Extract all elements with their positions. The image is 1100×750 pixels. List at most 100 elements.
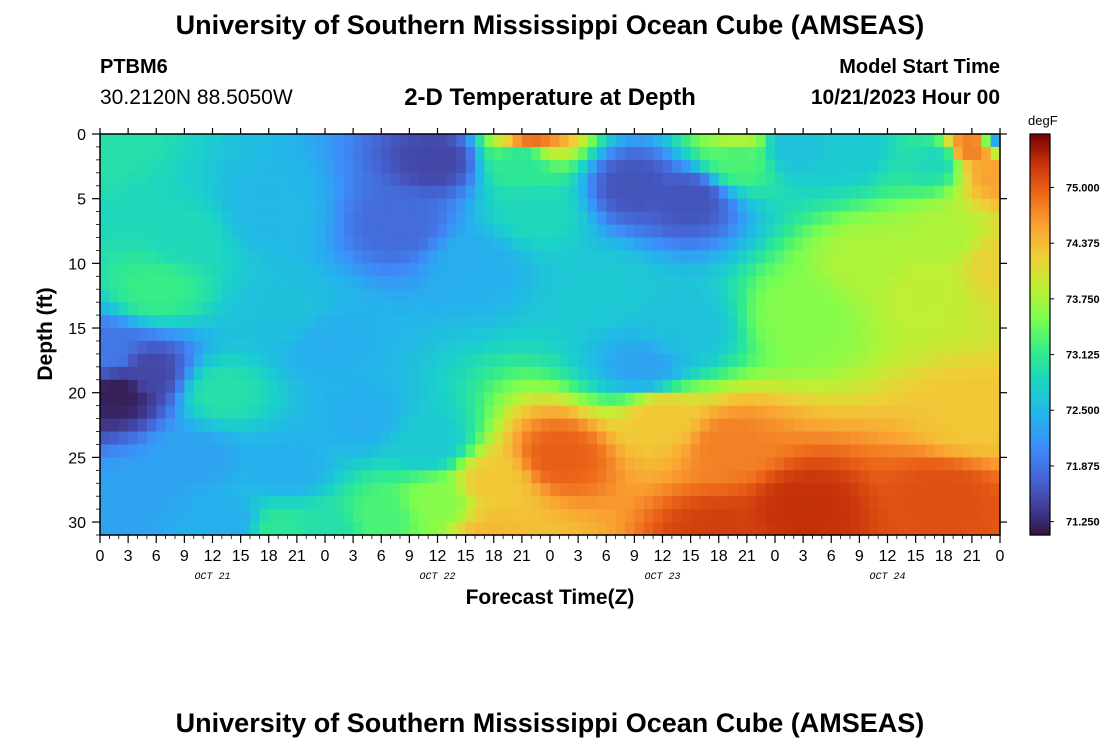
heatmap-cell — [803, 496, 814, 510]
heatmap-cell — [925, 340, 935, 355]
heatmap-cell — [915, 250, 926, 264]
heatmap-cell — [784, 185, 795, 200]
heatmap-cell — [859, 496, 870, 510]
heatmap-cell — [287, 250, 298, 264]
heatmap-cell — [962, 224, 973, 239]
heatmap-cell — [784, 431, 795, 446]
heatmap-cell — [803, 302, 814, 316]
heatmap-cell — [550, 302, 560, 316]
heatmap-cell — [971, 237, 982, 252]
heatmap-cell — [615, 185, 626, 200]
heatmap-cell — [596, 379, 607, 394]
heatmap-cell — [765, 496, 776, 510]
heatmap-cell — [109, 211, 120, 226]
heatmap-cell — [512, 328, 523, 342]
heatmap-cell — [981, 457, 992, 471]
heatmap-cell — [296, 522, 307, 536]
heatmap-cell — [878, 366, 889, 381]
heatmap-cell — [156, 392, 167, 407]
heatmap-cell — [671, 276, 682, 290]
heatmap-cell — [559, 224, 570, 239]
heatmap-cell — [390, 418, 401, 433]
heatmap-cell — [596, 302, 607, 316]
heatmap-cell — [437, 366, 448, 381]
heatmap-cell — [503, 470, 514, 484]
heatmap-cell — [690, 250, 701, 264]
heatmap-cell — [315, 431, 326, 446]
heatmap-cell — [221, 340, 232, 355]
heatmap-cell — [953, 146, 964, 161]
heatmap-cell — [193, 496, 204, 510]
heatmap-cell — [578, 405, 589, 420]
heatmap-cell — [409, 237, 420, 252]
heatmap-cell — [465, 379, 476, 394]
heatmap-cell — [268, 263, 279, 277]
heatmap-cell — [493, 250, 504, 264]
colorbar-segment — [1030, 387, 1050, 392]
heatmap-cell — [550, 211, 560, 226]
heatmap-cell — [681, 353, 692, 368]
heatmap-cell — [756, 211, 767, 226]
x-tick-label: 15 — [457, 548, 475, 565]
heatmap-cell — [878, 146, 889, 161]
heatmap-cell — [606, 340, 617, 355]
heatmap-cell — [775, 315, 785, 329]
heatmap-cell — [915, 315, 926, 329]
colorbar-segment — [1030, 397, 1050, 402]
heatmap-cell — [428, 509, 439, 523]
heatmap-cell — [446, 250, 457, 264]
heatmap-cell — [578, 392, 589, 407]
heatmap-cell — [906, 366, 917, 381]
heatmap-cell — [325, 263, 335, 277]
heatmap-cell — [568, 379, 579, 394]
heatmap-cell — [521, 224, 532, 239]
heatmap-cell — [165, 366, 176, 381]
heatmap-cell — [221, 302, 232, 316]
heatmap-cell — [156, 457, 167, 471]
heatmap-cell — [718, 198, 729, 213]
heatmap-cell — [831, 134, 842, 148]
heatmap-cell — [896, 289, 907, 303]
heatmap-cell — [925, 470, 935, 484]
heatmap-cell — [484, 237, 495, 252]
heatmap-cell — [906, 302, 917, 316]
heatmap-cell — [343, 198, 354, 213]
heatmap-cell — [578, 146, 589, 161]
heatmap-cell — [137, 496, 148, 510]
heatmap-cell — [381, 470, 392, 484]
heatmap-cell — [671, 146, 682, 161]
heatmap-cell — [681, 392, 692, 407]
heatmap-cell — [615, 146, 626, 161]
heatmap-cell — [484, 302, 495, 316]
heatmap-cell — [465, 418, 476, 433]
heatmap-cell — [568, 509, 579, 523]
heatmap-cell — [878, 392, 889, 407]
heatmap-cell — [550, 263, 560, 277]
heatmap-cell — [559, 198, 570, 213]
heatmap-cell — [550, 457, 560, 471]
heatmap-cell — [390, 237, 401, 252]
heatmap-cell — [700, 276, 710, 290]
heatmap-cell — [803, 444, 814, 458]
heatmap-cell — [296, 496, 307, 510]
heatmap-cell — [418, 366, 429, 381]
heatmap-cell — [943, 302, 954, 316]
heatmap-cell — [606, 431, 617, 446]
heatmap-cell — [175, 418, 185, 433]
heatmap-cell — [175, 509, 185, 523]
heatmap-cell — [962, 392, 973, 407]
heatmap-cell — [137, 172, 148, 187]
heatmap-cell — [550, 134, 560, 148]
heatmap-cell — [784, 418, 795, 433]
heatmap-cell — [250, 470, 260, 484]
heatmap-cell — [156, 185, 167, 200]
heatmap-cell — [390, 328, 401, 342]
heatmap-cell — [371, 302, 382, 316]
heatmap-cell — [409, 146, 420, 161]
heatmap-cell — [737, 263, 748, 277]
heatmap-cell — [371, 340, 382, 355]
heatmap-cell — [343, 522, 354, 536]
heatmap-cell — [671, 302, 682, 316]
heatmap-cell — [831, 276, 842, 290]
heatmap-cell — [512, 470, 523, 484]
